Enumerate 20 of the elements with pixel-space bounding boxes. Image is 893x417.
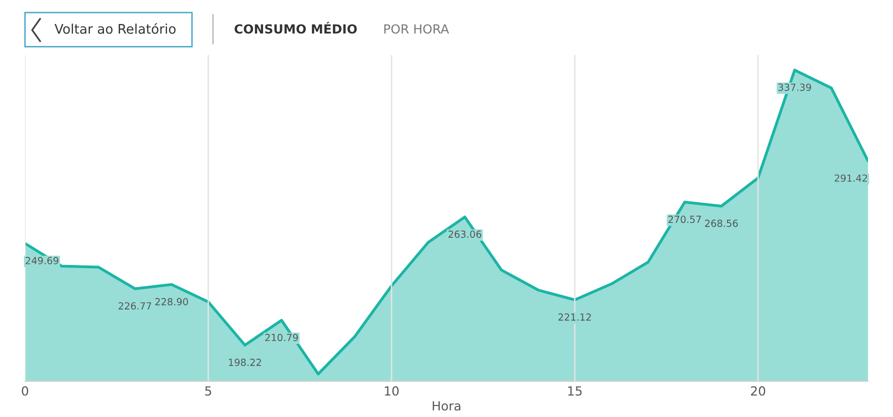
x-tick-label: 5	[205, 386, 212, 396]
x-tick-label: 10	[384, 386, 399, 396]
data-label: 226.77	[118, 302, 152, 310]
data-label: 270.57	[668, 216, 701, 224]
data-label: 228.90	[155, 298, 188, 306]
text: Voltar ao Relatório	[54, 23, 176, 34]
data-label: 221.12	[558, 313, 591, 321]
chart-subtitle: POR HORA	[384, 24, 450, 34]
data-label: 198.22	[228, 358, 261, 366]
x-tick-label: 20	[751, 386, 766, 396]
data-label: 268.56	[705, 220, 738, 227]
data-label: 210.79	[265, 334, 298, 342]
x-tick-label: 15	[568, 386, 582, 396]
data-label: 337.39	[778, 84, 812, 91]
chart-title: CONSUMO MÉDIO	[234, 22, 357, 34]
data-label: 249.69	[26, 256, 58, 264]
data-label: 263.06	[448, 230, 482, 238]
x-tick-label: 0	[22, 386, 28, 396]
data-label: 291.42	[834, 174, 868, 182]
x-axis-title: Hora	[432, 401, 460, 411]
